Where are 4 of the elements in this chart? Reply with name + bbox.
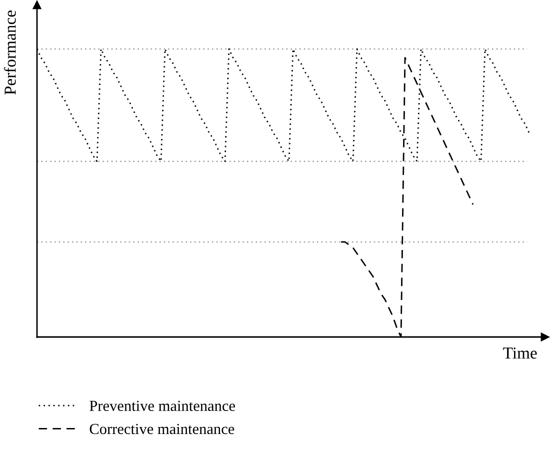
legend-label: Preventive maintenance [90, 400, 235, 412]
y-axis-title: Performance [4, 10, 16, 95]
legend-label: Corrective maintenance [90, 424, 234, 434]
x-axis-title: Time [503, 347, 537, 359]
